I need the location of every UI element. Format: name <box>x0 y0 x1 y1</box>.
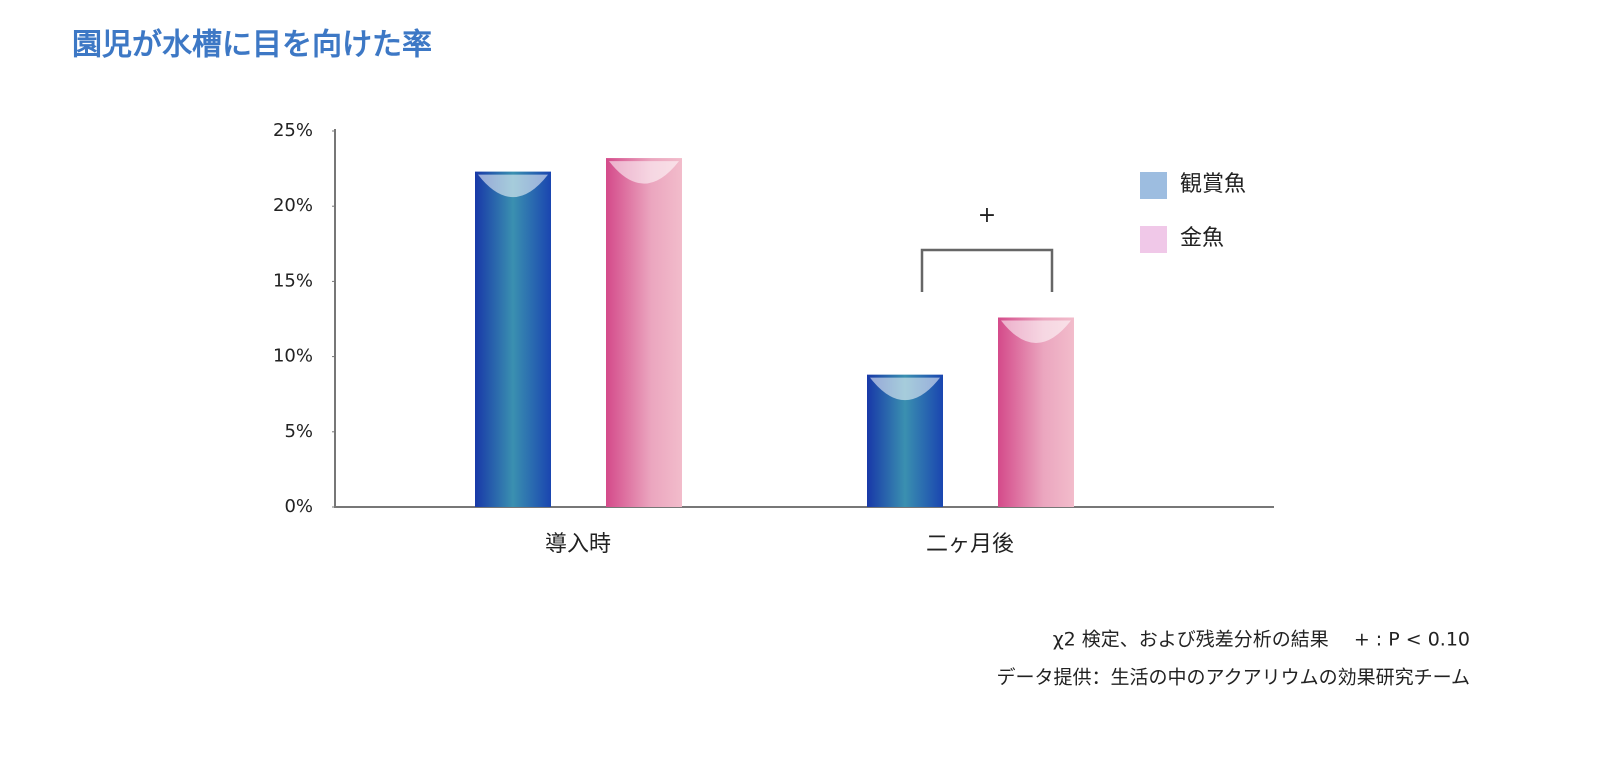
x-tick-label: 導入時 <box>545 532 611 557</box>
y-tick-label: 10% <box>273 346 313 367</box>
y-tick-label: 0% <box>284 496 313 517</box>
y-tick-label: 25% <box>273 120 313 141</box>
bar-cap <box>478 174 548 198</box>
bar-cap <box>1001 320 1071 343</box>
bar-cap <box>609 161 679 184</box>
legend-swatch <box>1140 226 1167 253</box>
y-tick-label: 20% <box>273 195 313 216</box>
bar-cap <box>870 377 940 401</box>
legend-label: 金魚 <box>1180 226 1224 251</box>
legend-swatch <box>1140 172 1167 199</box>
footnote: χ2 検定、および残差分析の結果 + : P < 0.10 <box>1053 629 1470 651</box>
significance-bracket <box>920 248 1054 292</box>
chart-title: 園児が水槽に目を向けた率 <box>72 28 432 63</box>
bar <box>606 158 682 507</box>
x-tick-label: 二ヶ月後 <box>926 532 1014 557</box>
bar <box>475 171 551 507</box>
y-tick-label: 15% <box>273 270 313 291</box>
annotation: + <box>978 203 996 228</box>
footnote: データ提供：生活の中のアクアリウムの効果研究チーム <box>997 667 1470 689</box>
y-tick-label: 5% <box>284 421 313 442</box>
bar <box>998 317 1074 507</box>
legend-label: 観賞魚 <box>1180 172 1246 197</box>
